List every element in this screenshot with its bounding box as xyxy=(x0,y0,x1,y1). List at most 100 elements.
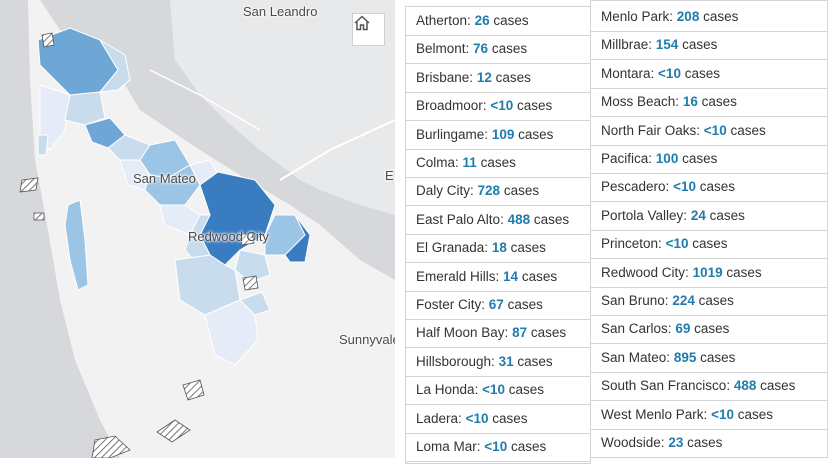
separator: : xyxy=(484,126,492,142)
case-count: 728 xyxy=(477,183,501,199)
east-bay-land xyxy=(170,0,395,215)
city-name: El Granada xyxy=(416,240,485,256)
separator: : xyxy=(495,268,504,284)
case-count: 488 xyxy=(507,211,531,227)
case-suffix: cases xyxy=(493,13,529,28)
case-suffix: cases xyxy=(730,122,766,138)
city-name: Millbrae xyxy=(601,37,649,53)
case-suffix: cases xyxy=(687,435,723,450)
list-item: La Honda: <10 cases xyxy=(406,376,590,406)
case-suffix: cases xyxy=(692,236,728,252)
list-item: West Menlo Park: <10 cases xyxy=(591,401,827,430)
list-item: Daly City: 728 cases xyxy=(406,177,590,207)
city-name: Redwood City xyxy=(601,264,686,280)
case-count: 16 xyxy=(682,94,698,110)
region-half-moon-bay xyxy=(64,199,89,291)
city-name: Daly City xyxy=(416,183,471,199)
case-suffix: cases xyxy=(694,321,730,337)
city-name: Atherton xyxy=(416,13,468,28)
case-count: <10 xyxy=(665,236,689,252)
map-label-redwood-city: Redwood City xyxy=(188,229,269,244)
separator: : xyxy=(474,382,483,398)
hatched-area-5 xyxy=(91,435,131,458)
region-ladera xyxy=(239,291,271,316)
road xyxy=(279,119,395,181)
case-suffix: cases xyxy=(508,382,545,398)
case-suffix: cases xyxy=(760,378,796,394)
case-suffix: cases xyxy=(503,183,540,199)
separator: : xyxy=(665,179,674,195)
city-name: Moss Beach xyxy=(601,94,676,110)
case-list-right: Menlo Park: 208 cases Millbrae: 154 cases… xyxy=(590,0,828,458)
separator: : xyxy=(467,13,475,28)
road xyxy=(149,69,261,131)
region-east-palo-alto xyxy=(284,214,311,263)
list-item: Hillsborough: 31 cases xyxy=(406,348,590,377)
case-count: 69 xyxy=(675,321,691,337)
city-name: Pacifica xyxy=(601,151,649,166)
city-name: Portola Valley xyxy=(601,207,684,223)
map-label-san-leandro: San Leandro xyxy=(243,4,318,19)
separator: : xyxy=(675,94,683,110)
map-label-sunnyvale: Sunnyvale xyxy=(339,332,395,347)
choropleth-map[interactable]: San Leandro San Mateo Redwood City Sunny… xyxy=(0,0,395,458)
list-item: Burlingame: 109 cases xyxy=(406,121,590,150)
list-item: San Mateo: 895 cases xyxy=(591,344,827,373)
case-count: <10 xyxy=(673,179,696,195)
city-name: Ladera xyxy=(416,410,459,426)
list-item: Atherton: 26 cases xyxy=(406,7,590,36)
region-atherton xyxy=(234,249,271,283)
case-suffix: cases xyxy=(682,37,718,53)
case-suffix: cases xyxy=(507,297,543,312)
separator: : xyxy=(683,207,691,223)
list-item: Pescadero: <10 cases xyxy=(591,173,827,203)
list-item: Woodside: 23 cases xyxy=(591,429,827,458)
separator: : xyxy=(666,349,674,365)
case-count: <10 xyxy=(484,439,508,454)
case-suffix: cases xyxy=(699,179,736,195)
case-suffix: cases xyxy=(516,98,553,114)
case-count: 24 xyxy=(690,207,706,223)
region-el-granada xyxy=(37,134,49,156)
case-count: 224 xyxy=(672,293,695,308)
separator: : xyxy=(465,41,474,57)
case-count: 23 xyxy=(668,435,684,450)
list-item: San Carlos: 69 cases xyxy=(591,315,827,345)
city-name: Burlingame xyxy=(416,126,485,142)
case-suffix: cases xyxy=(533,211,570,227)
list-item: Broadmoor: <10 cases xyxy=(406,92,590,122)
case-count: 208 xyxy=(676,9,700,24)
list-item: East Palo Alto: 488 cases xyxy=(406,206,590,235)
case-suffix: cases xyxy=(684,65,720,81)
separator: : xyxy=(482,98,491,114)
case-count: <10 xyxy=(703,122,727,138)
list-item: Half Moon Bay: 87 cases xyxy=(406,319,590,349)
list-item: Colma: 11 cases xyxy=(406,149,590,178)
city-name: Foster City xyxy=(416,297,482,312)
case-count: 100 xyxy=(655,151,679,166)
home-button[interactable] xyxy=(352,13,385,46)
separator: : xyxy=(500,211,508,227)
hatched-area-4 xyxy=(156,419,191,443)
city-name: Colma xyxy=(416,155,456,170)
case-count: 67 xyxy=(488,297,504,312)
case-suffix: cases xyxy=(517,353,553,369)
city-name: San Bruno xyxy=(601,293,665,308)
case-count: 154 xyxy=(655,37,679,53)
case-count: 488 xyxy=(733,378,757,394)
case-count: <10 xyxy=(490,98,514,114)
city-name: Brisbane xyxy=(416,69,470,85)
list-item: Pacifica: 100 cases xyxy=(591,145,827,174)
case-suffix: cases xyxy=(701,94,737,110)
map-label-edge: E xyxy=(385,168,394,183)
list-item: Brisbane: 12 cases xyxy=(406,64,590,93)
list-item: Moss Beach: 16 cases xyxy=(591,88,827,118)
hatched-area-8 xyxy=(33,212,45,221)
case-count: 109 xyxy=(491,126,515,142)
city-name: Pescadero xyxy=(601,179,666,195)
list-item: Redwood City: 1019 cases xyxy=(591,259,827,288)
city-name: Belmont xyxy=(416,41,466,57)
list-item: Foster City: 67 cases xyxy=(406,291,590,320)
separator: : xyxy=(667,321,676,337)
hatched-area-6 xyxy=(242,275,259,291)
